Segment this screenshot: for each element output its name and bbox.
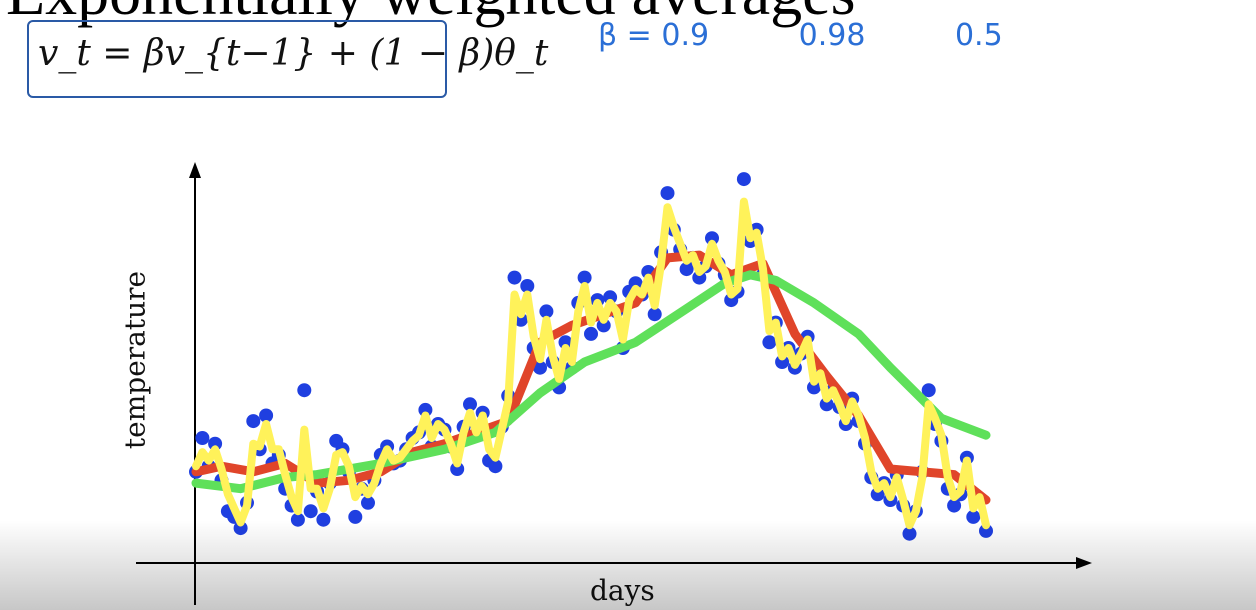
y-axis-label: temperature: [118, 270, 152, 450]
x-axis-label: days: [590, 574, 655, 607]
beta-note-2: 0.5: [954, 18, 1003, 53]
data-point: [233, 521, 248, 536]
data-point: [259, 408, 274, 423]
data-point: [450, 462, 465, 476]
formula-text: v_t = βv_{t−1} + (1 − β)θ_t: [38, 33, 549, 74]
data-point: [584, 326, 598, 341]
data-point: [418, 402, 433, 417]
data-point: [603, 290, 618, 305]
data-point: [679, 262, 694, 277]
data-point: [947, 498, 962, 513]
data-point: [966, 509, 981, 524]
data-point: [647, 307, 662, 322]
data-point: [705, 231, 719, 246]
y-axis-arrow: [189, 162, 201, 178]
data-point: [290, 512, 305, 527]
data-point: [361, 495, 375, 510]
data-point: [195, 431, 210, 445]
data-point: [762, 335, 777, 350]
series-lines: [191, 197, 991, 530]
formula-box: [27, 20, 447, 98]
series-line-1: [191, 270, 991, 494]
data-point: [520, 279, 535, 293]
data-point: [819, 397, 834, 412]
data-point: [596, 318, 611, 333]
data-point: [775, 355, 790, 369]
data-point: [297, 383, 312, 398]
data-point: [539, 304, 554, 319]
data-point: [979, 523, 993, 538]
data-point: [902, 526, 917, 541]
data-point: [208, 436, 223, 451]
data-point: [348, 509, 363, 524]
x-axis-arrow: [1076, 557, 1092, 569]
data-point: [246, 414, 261, 429]
beta-note-0: β = 0.9: [598, 18, 710, 53]
data-point: [558, 335, 573, 350]
axes: [136, 162, 1092, 605]
data-point: [507, 270, 522, 285]
data-point: [303, 504, 318, 519]
data-point: [807, 380, 821, 395]
data-point: [513, 312, 528, 327]
data-point: [736, 172, 751, 187]
data-point: [463, 397, 477, 412]
handwritten-beta-notes: β = 0.9 0.98 0.5: [598, 18, 1083, 53]
data-point: [533, 360, 547, 375]
series-line-2: [192, 197, 990, 530]
data-point: [577, 270, 592, 285]
data-point: [660, 186, 675, 201]
data-point: [921, 383, 936, 398]
beta-note-1: 0.98: [798, 18, 866, 53]
data-point: [488, 459, 503, 474]
data-point: [316, 512, 331, 527]
